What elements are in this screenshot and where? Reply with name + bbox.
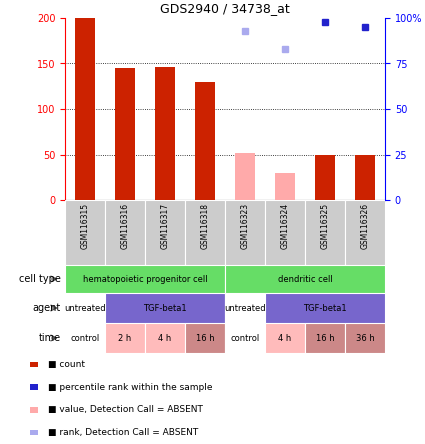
Bar [105,323,145,353]
Bar [305,200,345,265]
Bar [235,153,255,200]
Text: hematopoietic progenitor cell: hematopoietic progenitor cell [83,274,207,284]
Bar [105,200,145,265]
Bar [65,200,105,265]
Bar [265,323,305,353]
Text: agent: agent [32,303,61,313]
Bar [65,323,105,353]
Text: untreated: untreated [224,304,266,313]
Bar [345,323,385,353]
Text: 4 h: 4 h [278,333,292,342]
Bar [30,385,38,390]
Bar [115,68,135,200]
Bar [30,430,38,436]
Bar [65,293,105,323]
Bar [305,323,345,353]
Text: GSM116316: GSM116316 [121,203,130,250]
Text: GSM116318: GSM116318 [201,203,210,249]
Bar [185,200,225,265]
Text: GDS2940 / 34738_at: GDS2940 / 34738_at [160,2,290,15]
Text: GSM116323: GSM116323 [241,203,249,250]
Bar [315,155,335,200]
Bar [225,200,265,265]
Text: ■ percentile rank within the sample: ■ percentile rank within the sample [48,383,212,392]
Bar [75,18,95,200]
Bar [105,293,225,323]
Text: GSM116315: GSM116315 [80,203,90,250]
Bar [145,200,185,265]
Bar [275,173,295,200]
Text: time: time [39,333,61,343]
Bar [225,293,265,323]
Bar [225,323,265,353]
Text: control: control [71,333,99,342]
Bar [145,323,185,353]
Bar [30,407,38,412]
Text: GSM116324: GSM116324 [280,203,289,250]
Text: GSM116325: GSM116325 [320,203,329,250]
Bar [185,323,225,353]
Text: control: control [230,333,260,342]
Text: 16 h: 16 h [196,333,214,342]
Text: 36 h: 36 h [356,333,374,342]
Text: ■ count: ■ count [48,360,85,369]
Bar [345,200,385,265]
Text: dendritic cell: dendritic cell [278,274,332,284]
Bar [155,67,175,200]
Bar [30,362,38,367]
Text: GSM116317: GSM116317 [161,203,170,250]
Text: TGF-beta1: TGF-beta1 [303,304,347,313]
Text: 4 h: 4 h [159,333,172,342]
Bar [195,82,215,200]
Bar [265,200,305,265]
Text: GSM116326: GSM116326 [360,203,369,250]
Text: TGF-beta1: TGF-beta1 [143,304,187,313]
Text: 2 h: 2 h [119,333,132,342]
Text: cell type: cell type [19,274,61,284]
Bar [225,265,385,293]
Text: untreated: untreated [64,304,106,313]
Text: ■ rank, Detection Call = ABSENT: ■ rank, Detection Call = ABSENT [48,428,198,437]
Text: ■ value, Detection Call = ABSENT: ■ value, Detection Call = ABSENT [48,405,203,414]
Bar [265,293,385,323]
Text: 16 h: 16 h [316,333,334,342]
Bar [355,155,375,200]
Bar [65,265,225,293]
